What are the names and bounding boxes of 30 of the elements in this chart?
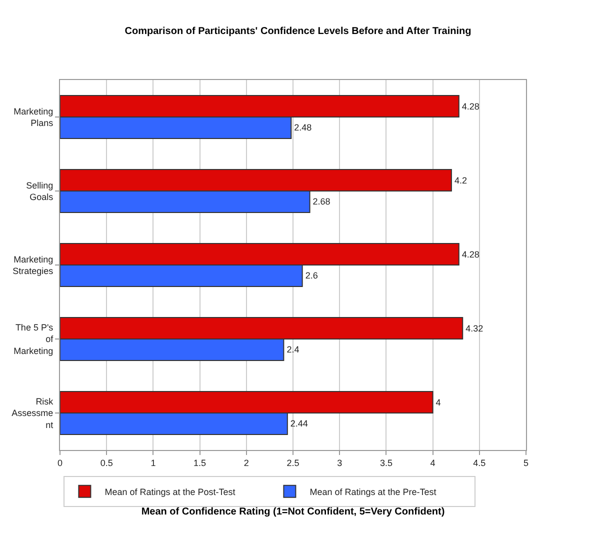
x-tick-label: 1 (150, 458, 156, 468)
x-axis-title: Mean of Confidence Rating (1=Not Confident, 5=Very Confident) (141, 506, 445, 518)
data-label: 2.68 (312, 196, 330, 207)
x-tick-label: 4.5 (473, 458, 486, 468)
x-tick-label: 0 (57, 458, 63, 468)
data-label: 2.44 (290, 418, 308, 429)
x-tick-label: 3 (337, 458, 342, 468)
x-tick-label: 2.5 (286, 458, 300, 468)
data-label: 2.48 (294, 122, 312, 133)
x-tick-label: 5 (523, 458, 529, 468)
x-tick-label: 3.5 (380, 458, 392, 468)
chart-title: Comparison of Participants' Confidence Levels Before and After Training (124, 26, 472, 37)
legend-label: Mean of Ratings at the Post-Test (104, 486, 236, 497)
y-tick-label: Selling Goals (26, 180, 54, 202)
x-tick-label: 2 (244, 458, 249, 468)
y-tick-label: Marketing Strategies (12, 254, 54, 276)
x-tick-label: 1.5 (194, 458, 206, 468)
y-tick-label: Risk Assessme nt (12, 396, 54, 430)
data-label: 4.32 (466, 323, 484, 334)
y-tick-label: Marketing Plans (14, 106, 54, 128)
legend-label: Mean of Ratings at the Pre-Test (310, 486, 437, 497)
data-label: 4.28 (462, 101, 480, 112)
x-tick-label: 4 (430, 458, 436, 468)
data-label: 4 (436, 397, 441, 408)
data-label: 4.2 (454, 175, 467, 186)
data-label: 2.6 (305, 270, 318, 281)
data-label: 2.4 (286, 344, 300, 355)
data-label: 4.28 (462, 249, 480, 260)
x-tick-label: 0.5 (100, 458, 113, 468)
y-tick-label: The 5 P's of Marketing (14, 322, 54, 356)
